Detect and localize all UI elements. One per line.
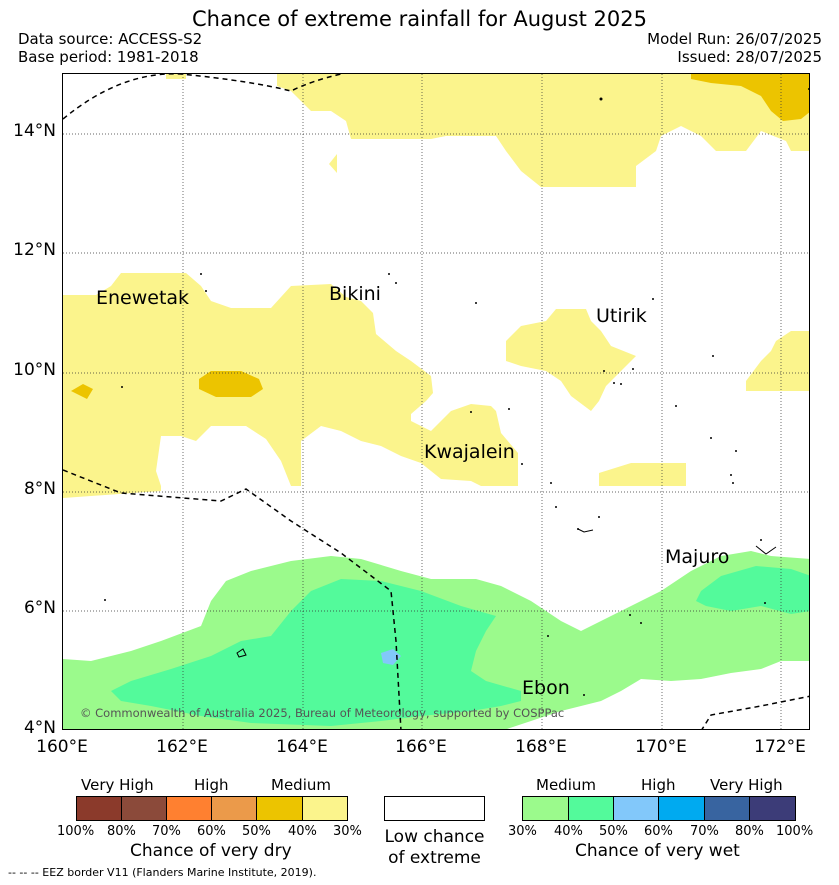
map-title: Chance of extreme rainfall for August 20… <box>192 7 647 31</box>
dry-swatch-40-30 <box>302 796 348 821</box>
wet-band-medium: Medium <box>536 776 596 794</box>
lat-label-10n: 10°N <box>13 360 56 380</box>
wet-swatch-30-40 <box>522 796 569 821</box>
lat-label-6n: 6°N <box>23 598 56 618</box>
rainfall-map <box>62 73 810 730</box>
dry-band-high: High <box>194 776 229 794</box>
lat-label-4n: 4°N <box>23 718 56 738</box>
dry-medium-region-southeast <box>599 463 686 486</box>
wet-tick-40: 40% <box>554 824 583 839</box>
wet-tick-80: 80% <box>735 824 764 839</box>
place-label-majuro: Majuro <box>665 546 730 568</box>
wet-tick-100: 100% <box>776 824 814 839</box>
dry-swatch-80-70 <box>121 796 167 821</box>
atoll-outlines <box>236 528 777 658</box>
lon-label-168e: 168°E <box>515 737 567 757</box>
dry-swatch-50-40 <box>256 796 303 821</box>
eez-border-lines <box>63 74 809 729</box>
dry-medium-region-east <box>746 331 809 391</box>
place-label-utirik: Utirik <box>596 305 647 327</box>
copyright-notice: © Commonwealth of Australia 2025, Bureau… <box>80 706 565 720</box>
place-label-bikini: Bikini <box>329 283 381 305</box>
dry-medium-region-north <box>166 74 809 187</box>
wet-high-region-south <box>111 579 521 726</box>
lon-label-164e: 164°E <box>276 737 328 757</box>
lon-label-162e: 162°E <box>156 737 208 757</box>
dry-tick-30: 30% <box>333 824 362 839</box>
wet-swatch-80-100 <box>749 796 796 821</box>
wet-very-high-patch <box>381 649 401 665</box>
lat-label-8n: 8°N <box>23 479 56 499</box>
dry-band-medium: Medium <box>271 776 331 794</box>
lon-label-172e: 172°E <box>754 737 806 757</box>
model-run-text: Model Run: 26/07/2025 <box>647 30 822 48</box>
rainfall-map-canvas <box>63 74 809 729</box>
lat-label-12n: 12°N <box>13 240 56 260</box>
wet-tick-30: 30% <box>508 824 537 839</box>
dry-high-region-small <box>71 384 93 399</box>
lon-label-166e: 166°E <box>395 737 447 757</box>
low-chance-caption-line1: Low chance <box>384 827 485 847</box>
dry-medium-region-small <box>329 154 337 173</box>
wet-swatch-60-70 <box>658 796 705 821</box>
dry-high-region-northeast <box>691 74 809 121</box>
dry-band-very-high: Very High <box>81 776 154 794</box>
low-chance-caption-line2: of extreme <box>388 848 481 868</box>
place-label-enewetak: Enewetak <box>96 287 190 309</box>
dry-tick-80: 80% <box>107 824 136 839</box>
dry-medium-region-utirik <box>506 309 636 411</box>
dry-swatch-70-60 <box>166 796 212 821</box>
dry-medium-region-west <box>63 273 518 498</box>
data-source-text: Data source: ACCESS-S2 <box>18 30 203 48</box>
dry-tick-40: 40% <box>288 824 317 839</box>
wet-tick-60: 60% <box>644 824 673 839</box>
dry-tick-60: 60% <box>197 824 226 839</box>
wet-tick-50: 50% <box>599 824 628 839</box>
lat-label-14n: 14°N <box>13 121 56 141</box>
dry-swatch-60-50 <box>211 796 257 821</box>
wet-swatch-70-80 <box>704 796 750 821</box>
wet-band-very-high: Very High <box>710 776 783 794</box>
wet-swatch-40-50 <box>568 796 614 821</box>
dry-swatch-100-80 <box>76 796 122 821</box>
dry-tick-70: 70% <box>152 824 181 839</box>
wet-swatch-50-60 <box>613 796 659 821</box>
dry-tick-50: 50% <box>242 824 271 839</box>
dry-caption: Chance of very dry <box>130 841 292 861</box>
wet-band-high: High <box>641 776 676 794</box>
base-period-text: Base period: 1981-2018 <box>18 48 199 66</box>
lon-label-160e: 160°E <box>36 737 88 757</box>
place-label-kwajalein: Kwajalein <box>424 441 515 463</box>
low-chance-swatch <box>384 796 485 821</box>
wet-tick-70: 70% <box>690 824 719 839</box>
place-label-ebon: Ebon <box>522 677 570 699</box>
eez-border-note: -- -- -- EEZ border V11 (Flanders Marine… <box>8 866 317 879</box>
lon-label-170e: 170°E <box>635 737 687 757</box>
dry-medium-region-west-coast <box>63 421 81 481</box>
issued-text: Issued: 28/07/2025 <box>677 48 822 66</box>
dry-tick-100: 100% <box>57 824 95 839</box>
dry-high-region-enewetak <box>199 371 263 397</box>
wet-caption: Chance of very wet <box>575 841 740 861</box>
